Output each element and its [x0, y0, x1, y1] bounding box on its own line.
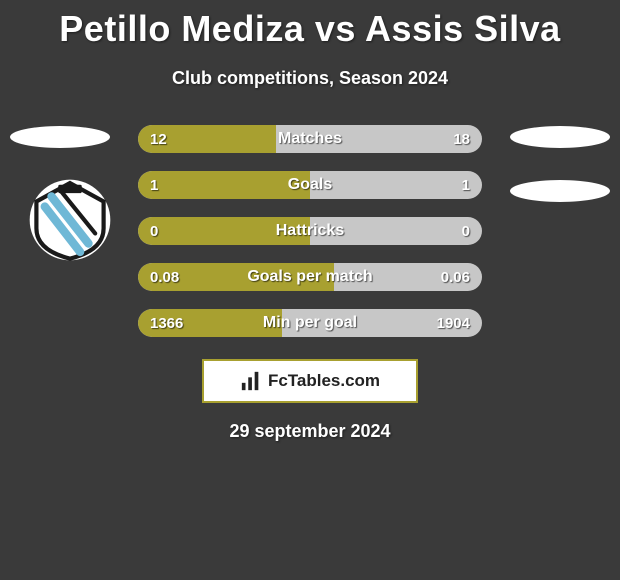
stat-fill: [138, 217, 310, 245]
club-badge-icon: [28, 178, 112, 262]
stat-row: 0Hattricks0: [138, 217, 482, 245]
site-badge: FcTables.com: [202, 359, 418, 403]
stats-panel: 12Matches18 1Goals1 0Hattricks0 0.08Goals p…: [138, 125, 482, 337]
stat-value-right: 0.06: [441, 263, 470, 291]
player-badge-placeholder-right-2: [510, 180, 610, 202]
stat-value-right: 18: [453, 125, 470, 153]
player-badge-placeholder-left: [10, 126, 110, 148]
stat-fill: [138, 125, 276, 153]
stat-fill: [138, 263, 334, 291]
date-label: 29 september 2024: [0, 421, 620, 442]
site-badge-label: FcTables.com: [268, 371, 380, 391]
stat-row: 12Matches18: [138, 125, 482, 153]
stat-row: 1Goals1: [138, 171, 482, 199]
stat-fill: [138, 309, 282, 337]
stat-value-right: 1: [462, 171, 470, 199]
page-title: Petillo Mediza vs Assis Silva: [0, 0, 620, 50]
player-badge-placeholder-right-1: [510, 126, 610, 148]
stat-value-right: 0: [462, 217, 470, 245]
bar-chart-icon: [240, 370, 262, 392]
stat-fill: [138, 171, 310, 199]
stat-row: 0.08Goals per match0.06: [138, 263, 482, 291]
subtitle: Club competitions, Season 2024: [0, 68, 620, 89]
stat-row: 1366Min per goal1904: [138, 309, 482, 337]
stat-value-right: 1904: [437, 309, 470, 337]
